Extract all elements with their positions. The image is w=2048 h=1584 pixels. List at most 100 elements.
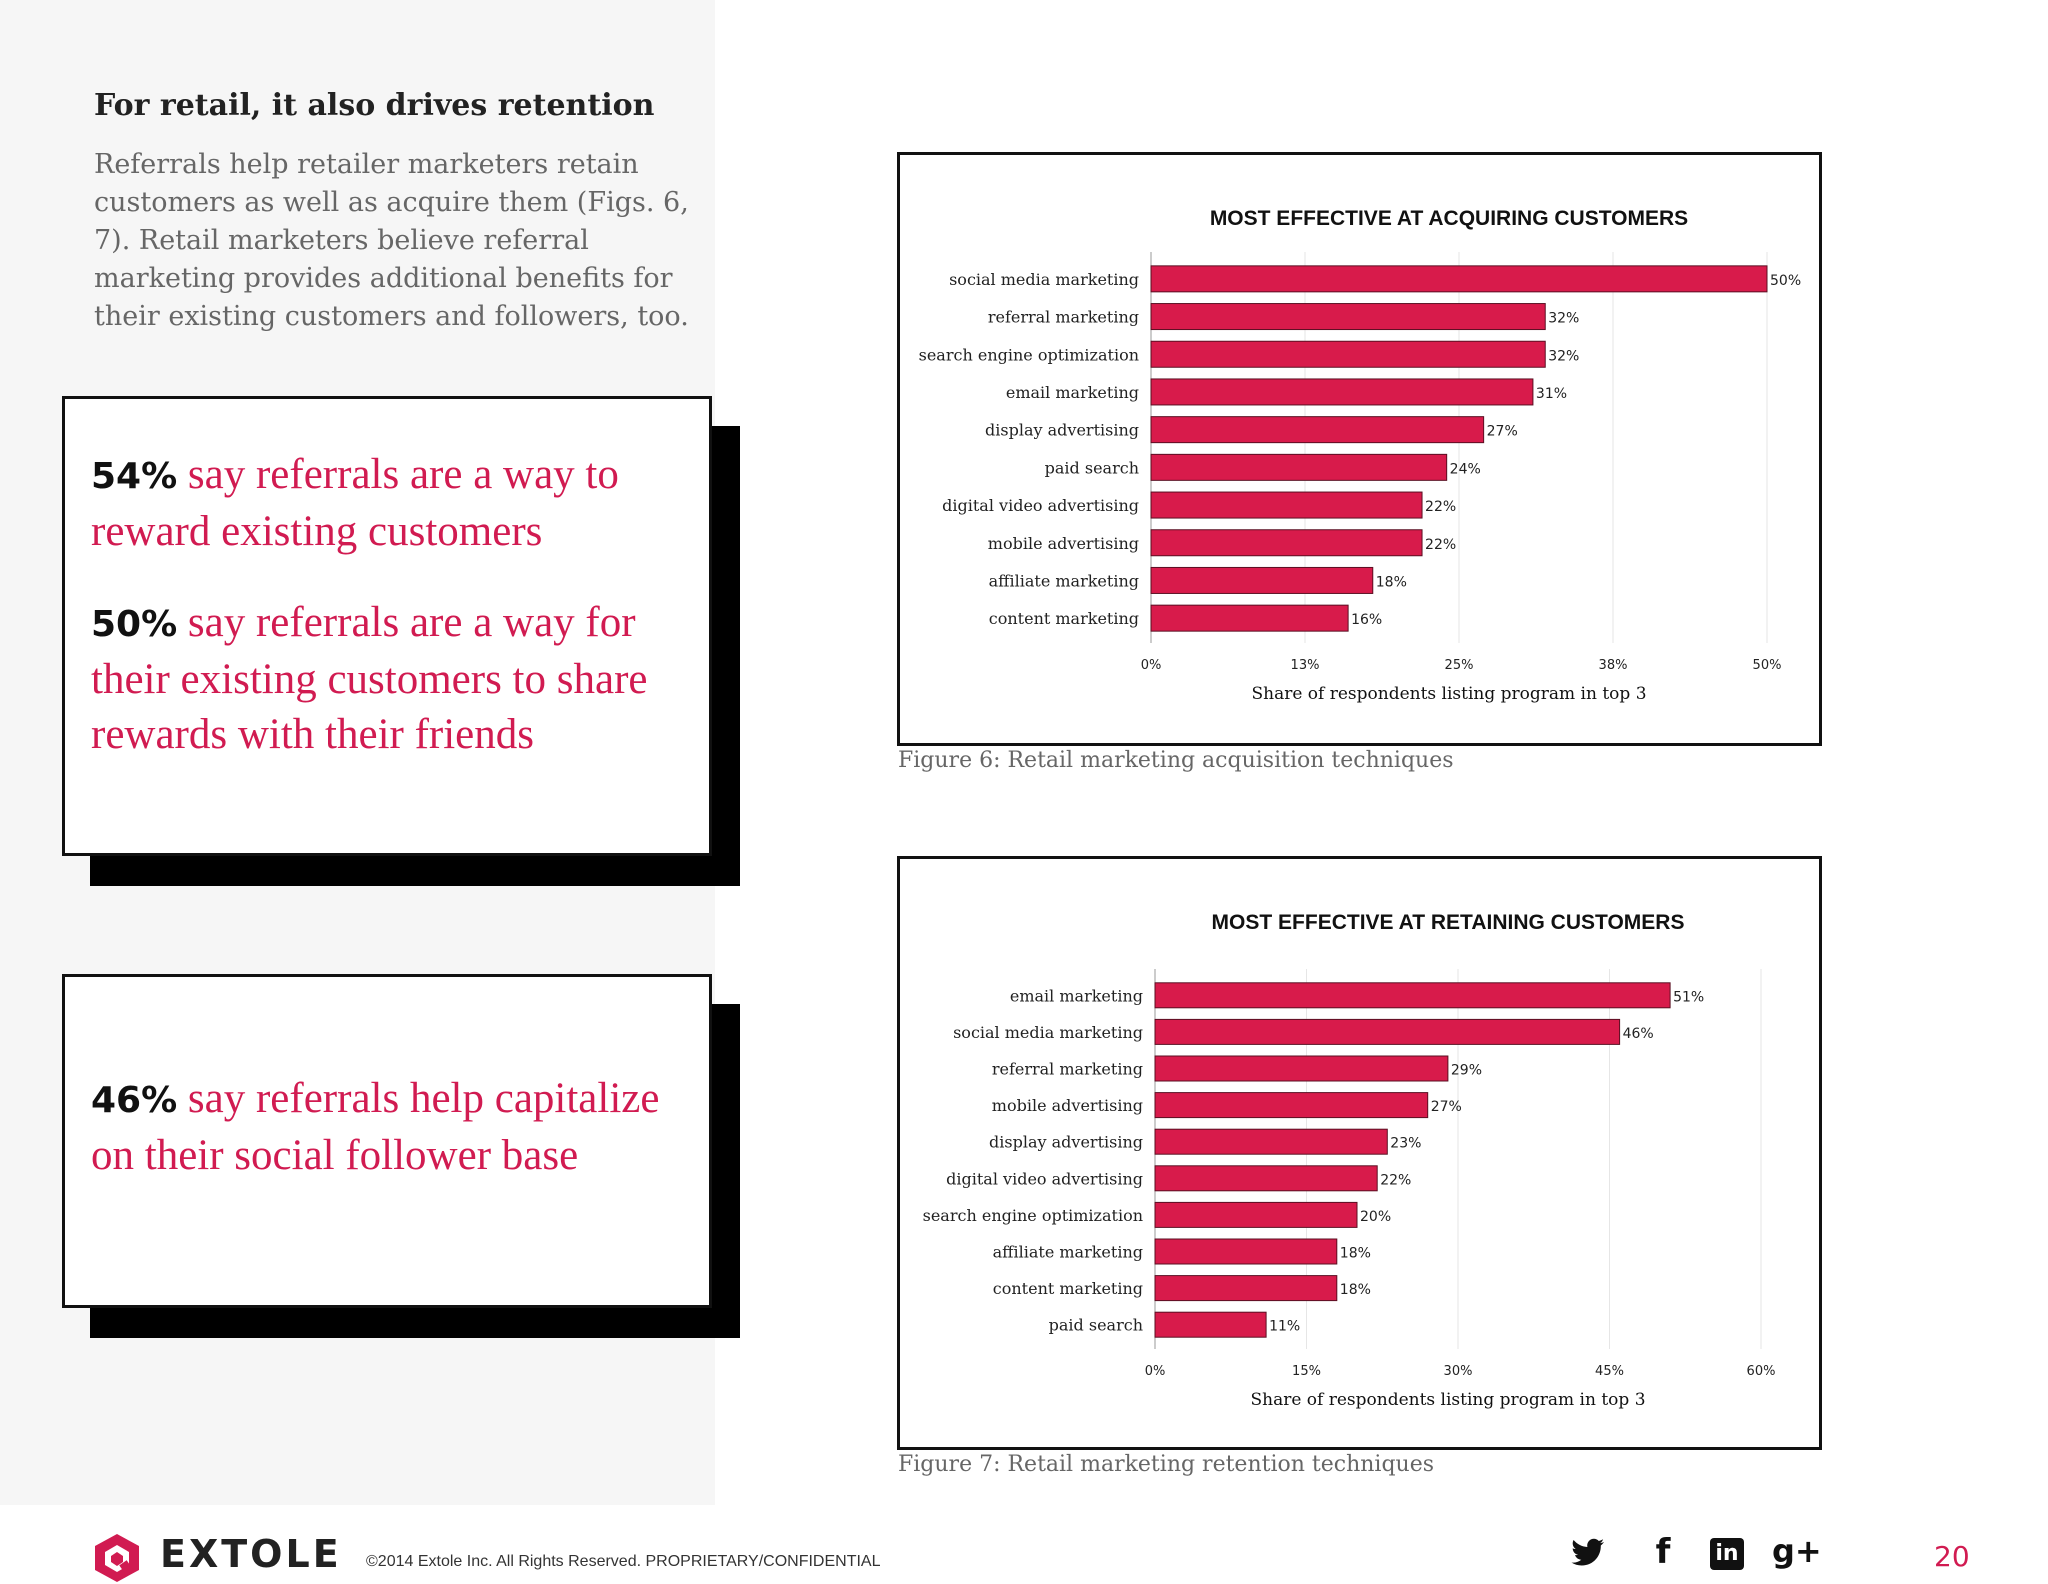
chart-1-value-label: 22%: [1380, 1172, 1411, 1188]
callout-box-social: 46% say referrals help capitalize on the…: [62, 974, 712, 1308]
chart-0-category-label: content marketing: [989, 609, 1139, 628]
chart-1-bar: [1154, 1018, 1621, 1045]
chart-retention: MOST EFFECTIVE AT RETAINING CUSTOMERS 0% 1…: [923, 911, 1776, 1410]
chart-0-xtick-label: 13%: [1291, 658, 1320, 673]
google-plus-icon[interactable]: g+: [1772, 1532, 1822, 1570]
chart-0-bar: [1150, 303, 1546, 331]
chart-1-category-label: content marketing: [993, 1279, 1143, 1298]
chart-1-bar: [1154, 1165, 1378, 1192]
chart-retention-box: MOST EFFECTIVE AT RETAINING CUSTOMERS 0% 1…: [897, 856, 1822, 1450]
chart-0-xlabel: Share of respondents listing program in …: [1251, 684, 1646, 704]
chart-0-value-label: 22%: [1425, 499, 1456, 515]
chart-1-bar: [1154, 1092, 1429, 1119]
chart-0-value-label: 50%: [1770, 273, 1801, 289]
chart-1-xtick-label: 60%: [1747, 1364, 1776, 1379]
chart-1-value-label: 46%: [1623, 1026, 1654, 1042]
chart-0-category-label: search engine optimization: [919, 345, 1139, 364]
chart-1-xtick-label: 45%: [1595, 1364, 1624, 1379]
chart-1-bar: [1154, 982, 1671, 1009]
chart-1-xtick-label: 30%: [1444, 1364, 1473, 1379]
chart-0-category-label: display advertising: [985, 421, 1139, 440]
chart-1-bar: [1154, 1128, 1388, 1155]
chart-1-value-label: 29%: [1451, 1063, 1482, 1079]
chart-1-xlabel: Share of respondents listing program in …: [1250, 1390, 1645, 1410]
chart-0-xtick-label: 25%: [1445, 658, 1474, 673]
chart-0-xtick-label: 38%: [1599, 658, 1628, 673]
chart-1-category-label: affiliate marketing: [993, 1243, 1143, 1262]
page-number: 20: [1934, 1540, 1970, 1573]
figure-6-caption: Figure 6: Retail marketing acquisition t…: [898, 748, 1454, 773]
chart-0-bar: [1150, 340, 1546, 368]
extole-logo-icon: [95, 1534, 139, 1582]
chart-0-bar: [1150, 566, 1374, 594]
chart-0-bar: [1150, 491, 1423, 519]
chart-1-category-label: mobile advertising: [992, 1096, 1143, 1115]
copyright-text: ©2014 Extole Inc. All Rights Reserved. P…: [366, 1553, 881, 1570]
chart-1-bar: [1154, 1201, 1358, 1228]
chart-0-category-label: mobile advertising: [988, 534, 1139, 553]
chart-0-category-label: referral marketing: [988, 308, 1139, 327]
chart-1-value-label: 20%: [1360, 1209, 1391, 1225]
chart-0-value-label: 32%: [1548, 348, 1579, 364]
chart-1-xtick-label: 15%: [1292, 1364, 1321, 1379]
chart-0-value-label: 27%: [1487, 424, 1518, 440]
chart-1-category-label: referral marketing: [992, 1060, 1143, 1079]
chart-1-category-label: social media marketing: [953, 1023, 1143, 1042]
chart-1-bar: [1154, 1275, 1338, 1302]
chart-0-bar: [1150, 529, 1423, 557]
chart-0-value-label: 31%: [1536, 386, 1567, 402]
chart-1-category-label: display advertising: [989, 1133, 1143, 1152]
section-heading: For retail, it also drives retention: [94, 88, 655, 123]
callout-stat-3-text: say referrals help capitalize on their s…: [91, 1075, 660, 1179]
chart-1-value-label: 18%: [1340, 1282, 1371, 1298]
callout-stat-2-text: say referrals are a way for their existi…: [91, 599, 648, 758]
chart-1-xtick-label: 0%: [1145, 1364, 1166, 1379]
chart-0-category-label: social media marketing: [949, 270, 1139, 289]
footer: [0, 1505, 2048, 1582]
chart-1-category-label: email marketing: [1010, 986, 1143, 1005]
chart-0-value-label: 24%: [1450, 461, 1481, 477]
chart-1-bar: [1154, 1311, 1267, 1338]
brand-name: EXTOLE: [160, 1532, 342, 1576]
figure-7-caption: Figure 7: Retail marketing retention tec…: [898, 1452, 1435, 1477]
chart-0-category-label: affiliate marketing: [989, 571, 1139, 590]
chart-1-bar: [1154, 1055, 1449, 1082]
chart-0-category-label: email marketing: [1006, 383, 1139, 402]
chart-0-title: MOST EFFECTIVE AT ACQUIRING CUSTOMERS: [1210, 207, 1688, 230]
callout-stat-3-pct: 46%: [91, 1080, 178, 1121]
chart-1-title: MOST EFFECTIVE AT RETAINING CUSTOMERS: [1212, 911, 1685, 934]
chart-1-value-label: 11%: [1269, 1319, 1300, 1335]
callout-stat-2-pct: 50%: [91, 604, 178, 645]
chart-0-category-label: paid search: [1045, 458, 1139, 477]
chart-0-value-label: 18%: [1376, 574, 1407, 590]
chart-0-category-label: digital video advertising: [942, 496, 1139, 515]
callout-stat-1-text: say referrals are a way to reward existi…: [91, 451, 619, 555]
chart-0-xtick-label: 50%: [1753, 658, 1782, 673]
chart-1-value-label: 51%: [1673, 989, 1704, 1005]
chart-0-bar: [1150, 453, 1448, 481]
chart-0-value-label: 16%: [1351, 612, 1382, 628]
chart-0-bar: [1150, 604, 1349, 632]
callout-stat-3: 46% say referrals help capitalize on the…: [91, 1071, 683, 1183]
callout-box-rewards: 54% say referrals are a way to reward ex…: [62, 396, 712, 856]
callout-stat-1-pct: 54%: [91, 456, 178, 497]
chart-0-value-label: 32%: [1548, 311, 1579, 327]
intro-paragraph: Referrals help retailer marketers retain…: [94, 149, 689, 332]
facebook-icon[interactable]: f: [1655, 1532, 1671, 1572]
callout-stat-2: 50% say referrals are a way for their ex…: [91, 595, 683, 762]
chart-1-value-label: 18%: [1340, 1246, 1371, 1262]
chart-acquisition: MOST EFFECTIVE AT ACQUIRING CUSTOMERS 0% 1…: [919, 207, 1802, 704]
chart-1-bar: [1154, 1238, 1338, 1265]
chart-0-xtick-label: 0%: [1141, 658, 1162, 673]
chart-0-value-label: 22%: [1425, 537, 1456, 553]
chart-1-category-label: search engine optimization: [923, 1206, 1143, 1225]
chart-1-category-label: paid search: [1049, 1316, 1143, 1335]
callout-stat-1: 54% say referrals are a way to reward ex…: [91, 447, 683, 559]
chart-1-value-label: 27%: [1431, 1099, 1462, 1115]
chart-0-bar: [1150, 265, 1768, 293]
linkedin-icon[interactable]: in: [1710, 1538, 1744, 1570]
chart-0-bar: [1150, 378, 1534, 406]
twitter-icon[interactable]: [1570, 1538, 1606, 1570]
chart-1-category-label: digital video advertising: [946, 1169, 1143, 1188]
chart-0-bar: [1150, 416, 1485, 444]
